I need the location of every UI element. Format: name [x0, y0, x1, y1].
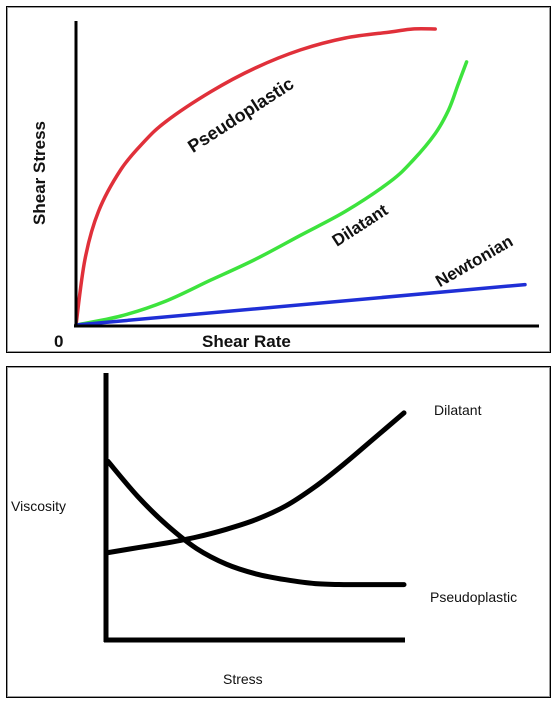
series-label-dilatant: Dilatant	[434, 402, 482, 418]
series-label-dilatant: Dilatant	[329, 200, 392, 250]
chart-shear-stress-panel: 0 Shear Rate Shear Stress Pseudoplastic …	[6, 6, 551, 353]
series-line-pseudoplastic	[105, 458, 407, 588]
series-label-newtonian: Newtonian	[432, 232, 516, 291]
series-line-dilatant	[74, 60, 469, 327]
chart-viscosity: Viscosity Stress Dilatant Pseudoplastic	[11, 373, 517, 687]
chart-shear-stress: 0 Shear Rate Shear Stress Pseudoplastic …	[30, 21, 539, 351]
chart-viscosity-panel: Viscosity Stress Dilatant Pseudoplastic	[6, 366, 551, 698]
series-label-pseudoplastic: Pseudoplastic	[430, 589, 517, 605]
y-axis-label: Viscosity	[11, 498, 66, 514]
x-axis-label: Stress	[223, 671, 263, 687]
series-line-newtonian	[74, 282, 527, 327]
x-axis-label: Shear Rate	[202, 332, 291, 351]
series-label-pseudoplastic: Pseudoplastic	[184, 73, 297, 156]
series-line-dilatant	[105, 410, 407, 556]
origin-label: 0	[54, 332, 63, 351]
y-axis-label: Shear Stress	[30, 121, 49, 225]
series-line-pseudoplastic	[74, 27, 437, 327]
